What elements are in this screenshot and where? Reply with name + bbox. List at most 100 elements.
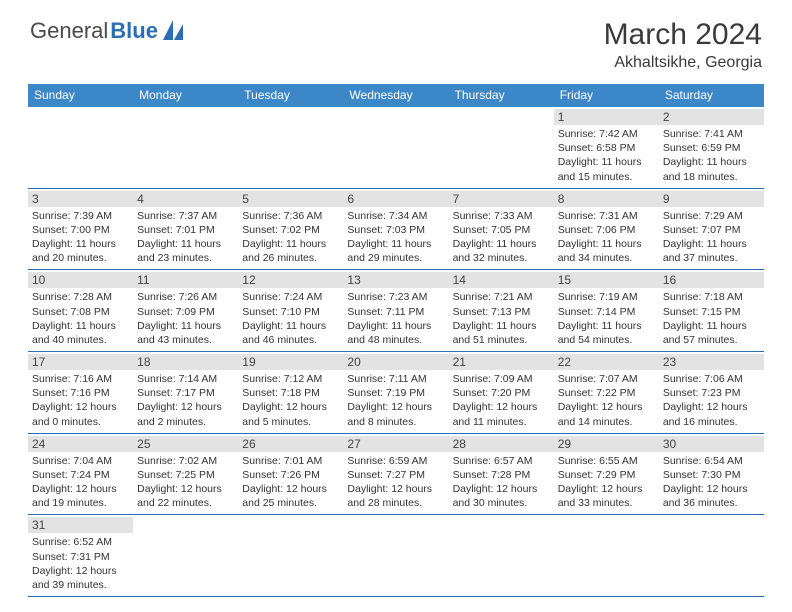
sunrise-text: Sunrise: 7:29 AM (663, 209, 760, 223)
sunset-text: Sunset: 6:58 PM (558, 141, 655, 155)
sunset-text: Sunset: 7:07 PM (663, 223, 760, 237)
calendar-day-cell: 26Sunrise: 7:01 AMSunset: 7:26 PMDayligh… (238, 433, 343, 515)
daylight-text: Daylight: 12 hours (453, 482, 550, 496)
sunrise-text: Sunrise: 7:36 AM (242, 209, 339, 223)
sunset-text: Sunset: 7:05 PM (453, 223, 550, 237)
calendar-day-cell: 2Sunrise: 7:41 AMSunset: 6:59 PMDaylight… (659, 107, 764, 189)
daylight-text: Daylight: 12 hours (32, 564, 129, 578)
calendar-day-cell: 10Sunrise: 7:28 AMSunset: 7:08 PMDayligh… (28, 270, 133, 352)
day-number: 2 (659, 109, 764, 125)
sunrise-text: Sunrise: 7:09 AM (453, 372, 550, 386)
calendar-week-row: 10Sunrise: 7:28 AMSunset: 7:08 PMDayligh… (28, 270, 764, 352)
calendar-day-cell: 17Sunrise: 7:16 AMSunset: 7:16 PMDayligh… (28, 352, 133, 434)
calendar-day-cell: 19Sunrise: 7:12 AMSunset: 7:18 PMDayligh… (238, 352, 343, 434)
sunrise-text: Sunrise: 7:26 AM (137, 290, 234, 304)
daylight-text: and 20 minutes. (32, 251, 129, 265)
sunset-text: Sunset: 7:30 PM (663, 468, 760, 482)
daylight-text: and 19 minutes. (32, 496, 129, 510)
daylight-text: and 26 minutes. (242, 251, 339, 265)
daylight-text: and 37 minutes. (663, 251, 760, 265)
month-year: March 2024 (604, 18, 762, 52)
calendar-day-cell: 25Sunrise: 7:02 AMSunset: 7:25 PMDayligh… (133, 433, 238, 515)
daylight-text: Daylight: 12 hours (242, 482, 339, 496)
calendar-head: SundayMondayTuesdayWednesdayThursdayFrid… (28, 84, 764, 107)
daylight-text: and 14 minutes. (558, 415, 655, 429)
sunrise-text: Sunrise: 7:24 AM (242, 290, 339, 304)
sunset-text: Sunset: 7:10 PM (242, 305, 339, 319)
sunset-text: Sunset: 7:26 PM (242, 468, 339, 482)
sunset-text: Sunset: 7:23 PM (663, 386, 760, 400)
sunset-text: Sunset: 7:31 PM (32, 550, 129, 564)
daylight-text: and 51 minutes. (453, 333, 550, 347)
daylight-text: Daylight: 11 hours (137, 319, 234, 333)
sunset-text: Sunset: 7:16 PM (32, 386, 129, 400)
day-number: 24 (28, 436, 133, 452)
day-number: 25 (133, 436, 238, 452)
weekday-header: Wednesday (343, 84, 448, 107)
calendar-week-row: 31Sunrise: 6:52 AMSunset: 7:31 PMDayligh… (28, 515, 764, 597)
sunset-text: Sunset: 7:13 PM (453, 305, 550, 319)
daylight-text: Daylight: 12 hours (558, 400, 655, 414)
sunrise-text: Sunrise: 6:55 AM (558, 454, 655, 468)
day-number: 31 (28, 517, 133, 533)
sunset-text: Sunset: 6:59 PM (663, 141, 760, 155)
daylight-text: Daylight: 11 hours (242, 237, 339, 251)
daylight-text: and 54 minutes. (558, 333, 655, 347)
location: Akhaltsikhe, Georgia (604, 54, 762, 72)
day-number: 15 (554, 272, 659, 288)
daylight-text: Daylight: 11 hours (242, 319, 339, 333)
daylight-text: Daylight: 12 hours (32, 482, 129, 496)
day-number: 20 (343, 354, 448, 370)
sunset-text: Sunset: 7:17 PM (137, 386, 234, 400)
daylight-text: Daylight: 11 hours (453, 237, 550, 251)
daylight-text: Daylight: 11 hours (32, 237, 129, 251)
sunrise-text: Sunrise: 7:19 AM (558, 290, 655, 304)
daylight-text: Daylight: 12 hours (137, 482, 234, 496)
sunset-text: Sunset: 7:25 PM (137, 468, 234, 482)
daylight-text: Daylight: 12 hours (663, 400, 760, 414)
calendar-day-cell: 28Sunrise: 6:57 AMSunset: 7:28 PMDayligh… (449, 433, 554, 515)
daylight-text: and 2 minutes. (137, 415, 234, 429)
calendar-day-cell: 31Sunrise: 6:52 AMSunset: 7:31 PMDayligh… (28, 515, 133, 597)
daylight-text: and 22 minutes. (137, 496, 234, 510)
daylight-text: and 28 minutes. (347, 496, 444, 510)
sunrise-text: Sunrise: 7:41 AM (663, 127, 760, 141)
calendar-day-cell: 18Sunrise: 7:14 AMSunset: 7:17 PMDayligh… (133, 352, 238, 434)
calendar-empty-cell (133, 107, 238, 189)
calendar-empty-cell (343, 515, 448, 597)
calendar-body: 1Sunrise: 7:42 AMSunset: 6:58 PMDaylight… (28, 107, 764, 597)
calendar-day-cell: 1Sunrise: 7:42 AMSunset: 6:58 PMDaylight… (554, 107, 659, 189)
day-number: 30 (659, 436, 764, 452)
sunset-text: Sunset: 7:02 PM (242, 223, 339, 237)
logo-text-blue: Blue (110, 18, 158, 44)
daylight-text: and 46 minutes. (242, 333, 339, 347)
calendar-day-cell: 15Sunrise: 7:19 AMSunset: 7:14 PMDayligh… (554, 270, 659, 352)
day-number: 27 (343, 436, 448, 452)
calendar-empty-cell (238, 107, 343, 189)
sunrise-text: Sunrise: 7:07 AM (558, 372, 655, 386)
sunset-text: Sunset: 7:28 PM (453, 468, 550, 482)
daylight-text: Daylight: 12 hours (558, 482, 655, 496)
sunset-text: Sunset: 7:06 PM (558, 223, 655, 237)
sunset-text: Sunset: 7:00 PM (32, 223, 129, 237)
day-number: 9 (659, 191, 764, 207)
sunrise-text: Sunrise: 7:11 AM (347, 372, 444, 386)
daylight-text: Daylight: 12 hours (347, 482, 444, 496)
daylight-text: Daylight: 11 hours (347, 319, 444, 333)
sunrise-text: Sunrise: 6:54 AM (663, 454, 760, 468)
weekday-header: Monday (133, 84, 238, 107)
calendar-week-row: 24Sunrise: 7:04 AMSunset: 7:24 PMDayligh… (28, 433, 764, 515)
daylight-text: Daylight: 11 hours (558, 319, 655, 333)
calendar-day-cell: 21Sunrise: 7:09 AMSunset: 7:20 PMDayligh… (449, 352, 554, 434)
calendar-day-cell: 3Sunrise: 7:39 AMSunset: 7:00 PMDaylight… (28, 188, 133, 270)
calendar-day-cell: 29Sunrise: 6:55 AMSunset: 7:29 PMDayligh… (554, 433, 659, 515)
daylight-text: and 30 minutes. (453, 496, 550, 510)
daylight-text: and 40 minutes. (32, 333, 129, 347)
daylight-text: and 33 minutes. (558, 496, 655, 510)
daylight-text: Daylight: 11 hours (32, 319, 129, 333)
daylight-text: and 32 minutes. (453, 251, 550, 265)
daylight-text: and 23 minutes. (137, 251, 234, 265)
sunset-text: Sunset: 7:22 PM (558, 386, 655, 400)
sunrise-text: Sunrise: 6:57 AM (453, 454, 550, 468)
sunset-text: Sunset: 7:29 PM (558, 468, 655, 482)
